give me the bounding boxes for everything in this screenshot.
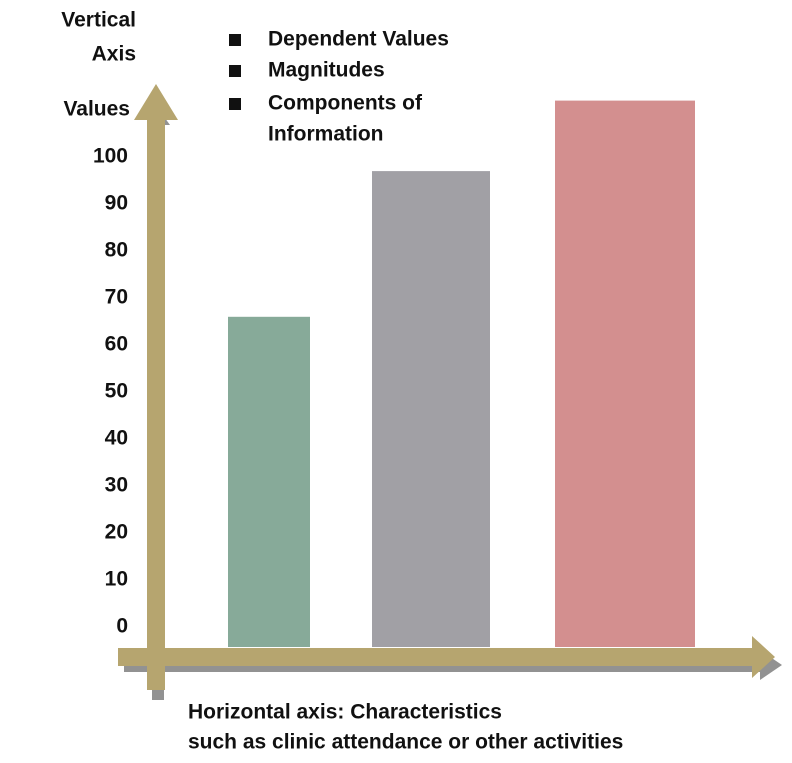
x-axis-title: Horizontal axis: Characteristics xyxy=(188,701,502,724)
y-tick-label: 90 xyxy=(105,192,128,215)
y-tick-label: 20 xyxy=(105,521,128,544)
x-axis-title: such as clinic attendance or other activ… xyxy=(188,731,623,754)
y-tick-label: 0 xyxy=(116,615,128,638)
y-tick-label: 40 xyxy=(105,427,128,450)
bar xyxy=(555,100,695,648)
bullet-text: Dependent Values xyxy=(268,28,449,51)
y-axis-title: Axis xyxy=(92,43,136,66)
bar xyxy=(372,171,490,647)
bullet-text: Information xyxy=(268,123,384,146)
bullet-text: Magnitudes xyxy=(268,59,385,82)
y-tick-label: 70 xyxy=(105,286,128,309)
bullet-marker xyxy=(229,34,241,46)
y-axis-title: Vertical xyxy=(61,9,136,32)
y-axis-label: Values xyxy=(63,98,130,121)
bullet-marker xyxy=(229,65,241,77)
y-tick-label: 50 xyxy=(105,380,128,403)
y-tick-label: 30 xyxy=(105,474,128,497)
y-tick-label: 60 xyxy=(105,333,128,356)
y-tick-label: 100 xyxy=(93,145,128,168)
y-tick-label: 10 xyxy=(105,568,128,591)
bullet-marker xyxy=(229,98,241,110)
x-axis xyxy=(118,636,775,678)
y-tick-label: 80 xyxy=(105,239,128,262)
bar xyxy=(228,316,310,647)
y-axis xyxy=(134,84,178,690)
bullet-text: Components of xyxy=(268,92,423,115)
